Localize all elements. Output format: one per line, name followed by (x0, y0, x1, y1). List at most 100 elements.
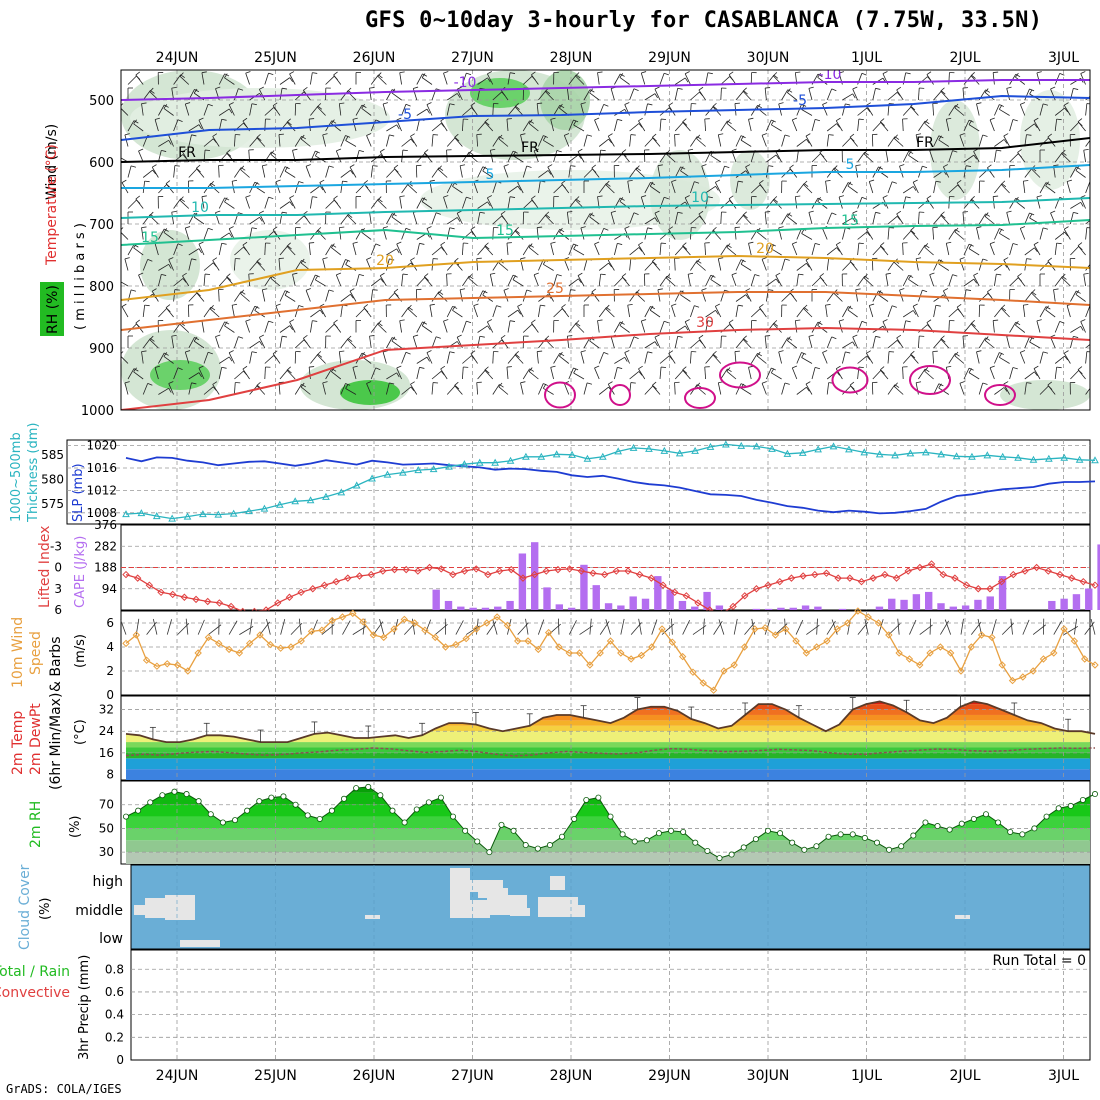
wind-barb-flag (896, 86, 902, 91)
wind-barb-flag (396, 365, 402, 369)
wind-barb (355, 150, 360, 163)
wind-barb (963, 367, 970, 380)
wind-barb-flag (941, 90, 946, 95)
wind-barb-flag (775, 278, 780, 284)
wind-barb (462, 231, 472, 240)
wind-barb-flag (287, 121, 292, 126)
wind10-marker (410, 619, 419, 627)
contour-warm-cell (684, 387, 716, 409)
wind-barb-flag (905, 72, 911, 75)
wind-barb-flag (292, 272, 298, 275)
wind-barb (887, 305, 893, 318)
rh-marker (123, 813, 130, 820)
wind-barb-flag (619, 73, 624, 78)
temp-band (126, 731, 1090, 743)
rh-marker (377, 792, 384, 799)
wind-barb (550, 243, 554, 256)
wind-barb-flag (761, 381, 767, 384)
wind-barb (173, 74, 181, 85)
wind-barb-flag (770, 368, 775, 374)
wind10-barb (589, 618, 592, 635)
wind-barb (203, 352, 209, 364)
wind-barb-flag (542, 135, 547, 141)
rh-marker (147, 799, 154, 806)
wind-barb-flag (982, 134, 988, 137)
wind-barb (644, 93, 656, 101)
wind-barb-flag (912, 310, 917, 315)
wind-barb (1022, 305, 1026, 318)
wind-barb (644, 261, 654, 271)
wind-barb (674, 88, 679, 101)
wind-barb (740, 263, 752, 271)
wind10-marker (823, 637, 831, 645)
wind-barb-flag (275, 303, 281, 307)
wind-barb-flag (1043, 103, 1049, 106)
wind-barb (999, 232, 1010, 240)
rh-marker (268, 794, 275, 801)
wind10-marker (895, 649, 903, 657)
wind-barb-flag (287, 245, 292, 250)
wind-barb (591, 291, 600, 302)
wind-barb-flag (426, 108, 430, 114)
wind-barb (978, 213, 986, 225)
rh-marker (171, 788, 178, 795)
wind-barb (272, 229, 281, 240)
wind-barb (912, 182, 919, 194)
wind-barb-flag (954, 103, 959, 109)
wind-barb-flag (540, 304, 546, 307)
wind10-marker (1019, 673, 1027, 681)
cloud-block (478, 888, 508, 898)
temp-band (126, 752, 1090, 759)
wind-barb-flag (544, 211, 550, 216)
wind-barb-flag (301, 259, 307, 264)
wind-barb (303, 338, 311, 349)
thickness-marker (183, 512, 192, 520)
wind-barb-flag (449, 103, 455, 106)
wind-barb (310, 105, 319, 116)
wind-barb-flag (984, 88, 989, 93)
wind-barb (948, 229, 956, 240)
wind-barb-flag (696, 382, 701, 387)
wind-barb (538, 135, 544, 147)
slp-series (122, 440, 1099, 522)
wind-barb-flag (922, 165, 928, 169)
wind-barb (294, 215, 305, 225)
contour-line (121, 137, 1090, 163)
wind-barb-flag (262, 164, 268, 167)
li-marker (659, 581, 667, 589)
wind-barb-flag (589, 212, 593, 218)
li-marker (1032, 563, 1041, 572)
wind10-barb (864, 618, 869, 635)
wind-barb (805, 135, 813, 147)
cloud-block (550, 876, 565, 890)
wind-barb-flag (654, 341, 658, 347)
wind-barb-flag (185, 350, 191, 353)
wind-barb (847, 309, 858, 318)
wind-barb (796, 262, 807, 271)
wind-barb (598, 307, 607, 318)
wind-barb (781, 382, 786, 395)
wind-barb-flag (319, 309, 324, 315)
wind-barb-flag (1095, 340, 1098, 344)
wind-barb-flag (968, 368, 973, 373)
wind-barb-flag (426, 226, 432, 229)
wind-barb (484, 245, 494, 256)
wind-barb-flag (728, 71, 734, 75)
wind-barb-flag (529, 120, 535, 124)
wind-barb (714, 182, 722, 194)
wind-barb (1003, 135, 1010, 147)
wind-barb (942, 290, 950, 302)
wind-barb-flag (407, 304, 412, 310)
wind-barb-flag (831, 212, 837, 216)
wind-barb-flag (336, 272, 342, 276)
wind-barb-flag (743, 214, 748, 219)
wind-barb-flag (454, 137, 460, 142)
wind-barb (614, 73, 621, 85)
wind-barb (335, 150, 342, 163)
wind-barb-flag (378, 198, 383, 203)
wind-barb-flag (908, 274, 914, 278)
wind-barb (308, 243, 311, 256)
wind-barb-flag (998, 104, 1003, 110)
wind-barb-flag (1059, 73, 1065, 76)
